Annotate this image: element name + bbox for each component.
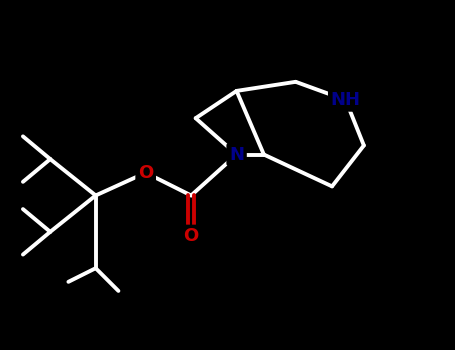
- Text: NH: NH: [331, 91, 361, 109]
- Text: O: O: [183, 228, 199, 245]
- Text: N: N: [229, 146, 244, 163]
- Text: O: O: [138, 164, 153, 182]
